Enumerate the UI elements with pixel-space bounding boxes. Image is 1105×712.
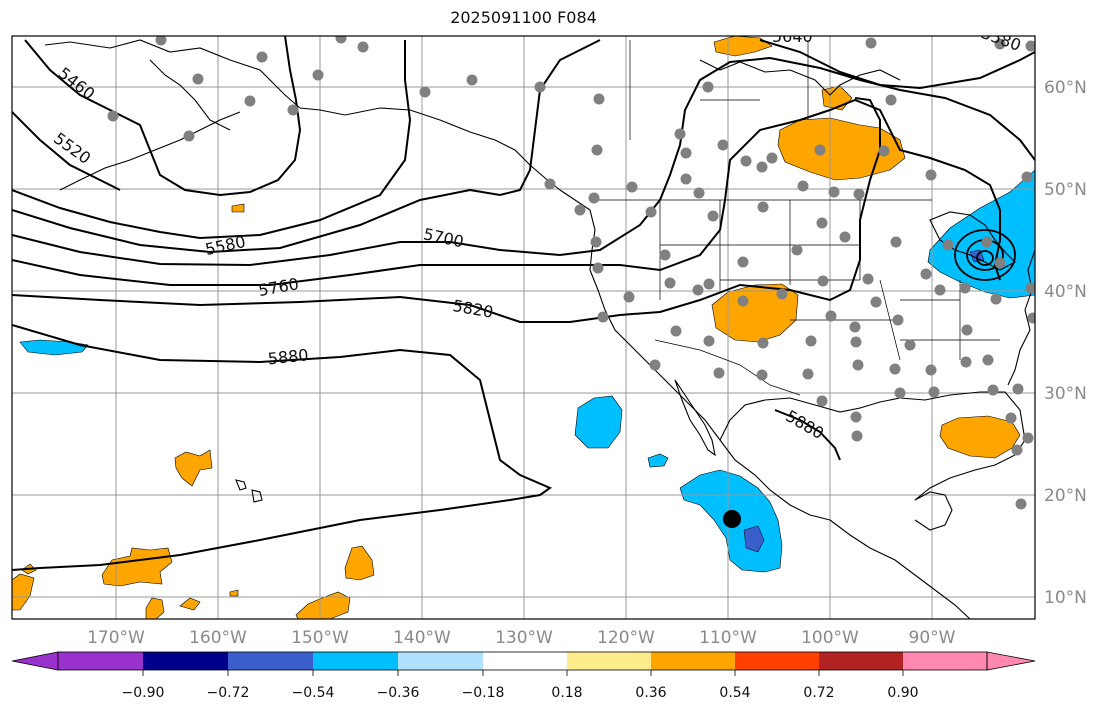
- colorbar-tick-label: 0.36: [635, 685, 666, 701]
- colorbar-tick-label: −0.90: [122, 685, 165, 701]
- colorbar-segment: [651, 652, 735, 670]
- colorbar-frame: [57, 651, 988, 671]
- central-america-coast: [829, 519, 971, 619]
- east-coast: [1007, 249, 1035, 386]
- x-tick-label: 160°W: [189, 628, 247, 648]
- gulf-of-mexico-coast: [719, 391, 1026, 501]
- contour-5820: [12, 97, 881, 323]
- y-tick-label: 10°N: [1044, 588, 1087, 608]
- colorbar-segment: [398, 652, 483, 670]
- colorbar-tick-label: −0.72: [207, 685, 250, 701]
- colorbar-segment: [313, 652, 398, 670]
- colorbar-segment: [228, 652, 313, 670]
- colorbar-tick-marks: [142, 670, 904, 676]
- hawaii: [235, 479, 263, 503]
- colorbar-tick-label: 0.90: [887, 685, 918, 701]
- colorbar-segment: [143, 652, 228, 670]
- contour-label: 5880: [267, 345, 309, 368]
- station-markers: [107, 36, 1035, 510]
- colorbar-lower-extension: [11, 651, 59, 671]
- colorbar-segment: [483, 652, 567, 670]
- graticule: [12, 36, 1035, 619]
- contour-5640: [12, 39, 1035, 254]
- colorbar: −0.90 −0.72 −0.54 −0.36 −0.18 0.18 0.36 …: [11, 651, 1036, 701]
- contour-label: 5580: [203, 232, 247, 259]
- colorbar-upper-extension: [986, 651, 1036, 671]
- x-tick-label: 90°W: [909, 628, 956, 648]
- colorbar-tick-label: 0.54: [719, 685, 750, 701]
- colorbar-tick-label: −0.36: [377, 685, 420, 701]
- contour-5460: [24, 36, 302, 197]
- colorbar-tick-label: −0.18: [462, 685, 505, 701]
- y-tick-label: 20°N: [1044, 486, 1087, 506]
- x-tick-label: 120°W: [597, 628, 655, 648]
- highlight-marker: [723, 510, 741, 528]
- contour-5700: [12, 56, 1035, 267]
- y-tick-label: 50°N: [1044, 180, 1087, 200]
- map-layers: 5460 5520 5580 5640 5700 5760 5820 5880 …: [12, 23, 1035, 619]
- political-borders: [596, 40, 1000, 396]
- yucatan-coast: [914, 491, 953, 531]
- coastlines: [44, 39, 1035, 619]
- contour-5580: [12, 40, 412, 240]
- x-tick-label: 150°W: [291, 628, 349, 648]
- x-tick-label: 170°W: [87, 628, 145, 648]
- colorbar-segment: [903, 652, 987, 670]
- colorbar-segment: [58, 652, 143, 670]
- x-tick-label: 110°W: [699, 628, 757, 648]
- x-tick-label: 130°W: [495, 628, 553, 648]
- y-tick-label: 40°N: [1044, 282, 1087, 302]
- colorbar-segment: [819, 652, 903, 670]
- baja-california: [674, 379, 716, 457]
- aleutian-islands: [59, 111, 241, 191]
- contour-5880: [12, 324, 553, 571]
- contour-label: 5760: [257, 274, 300, 300]
- x-axis-ticks: 170°W 160°W 150°W 140°W 130°W 120°W 110°…: [87, 628, 956, 648]
- negative-anomaly-regions: [19, 169, 1035, 573]
- contour-5880-gulf: [774, 409, 841, 461]
- colorbar-segment: [735, 652, 819, 670]
- contour-label: 5580: [979, 23, 1024, 55]
- colorbar-tick-label: 0.72: [803, 685, 834, 701]
- colorbar-segment: [567, 652, 651, 670]
- y-tick-label: 60°N: [1044, 78, 1087, 98]
- contour-label: 5880: [782, 406, 827, 443]
- height-contours: [12, 36, 1035, 571]
- map-title: 2025091100 F084: [450, 8, 597, 27]
- y-axis-ticks: 60°N 50°N 40°N 30°N 20°N 10°N: [1044, 78, 1087, 608]
- alaska-coast: [44, 39, 561, 191]
- contour-label: 5820: [451, 296, 494, 322]
- alaska-west-coast: [149, 59, 231, 131]
- contour-label: 5700: [422, 224, 466, 251]
- y-tick-label: 30°N: [1044, 384, 1087, 404]
- colorbar-tick-label: 0.18: [551, 685, 582, 701]
- x-tick-label: 140°W: [393, 628, 451, 648]
- contour-5520: [12, 111, 121, 191]
- contour-label: 5640: [772, 27, 813, 46]
- contour-label: 5520: [50, 129, 94, 168]
- contour-label: 5460: [55, 63, 99, 103]
- colorbar-tick-label: −0.54: [292, 685, 335, 701]
- map-frame: [11, 35, 1036, 620]
- contour-5760: [12, 98, 1001, 286]
- x-tick-label: 100°W: [801, 628, 859, 648]
- positive-anomaly-regions: [12, 36, 1021, 619]
- hudson-bay-coast: [699, 59, 901, 96]
